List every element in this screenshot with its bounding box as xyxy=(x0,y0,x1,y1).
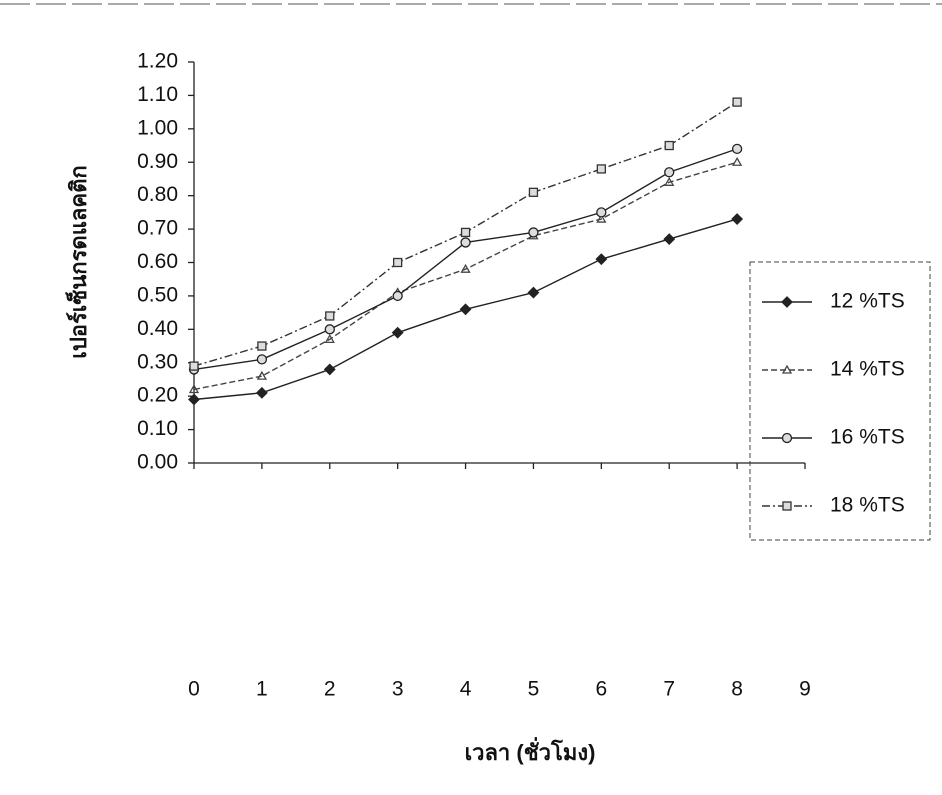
marker xyxy=(461,238,470,247)
y-tick-label: 0.40 xyxy=(137,317,178,340)
x-tick-label: 5 xyxy=(528,678,540,701)
marker xyxy=(665,168,674,177)
marker xyxy=(783,502,791,510)
marker xyxy=(257,388,267,398)
legend-label: 16 %TS xyxy=(830,426,905,449)
legend-label: 12 %TS xyxy=(830,290,905,313)
marker xyxy=(783,434,792,443)
y-tick-label: 0.70 xyxy=(137,217,178,240)
marker xyxy=(258,342,266,350)
marker xyxy=(190,362,198,370)
x-tick-label: 6 xyxy=(595,678,607,701)
x-tick-label: 7 xyxy=(663,678,675,701)
y-tick-label: 1.10 xyxy=(137,83,178,106)
x-tick-label: 1 xyxy=(256,678,268,701)
y-axis-title: เปอร์เซ็นกรดแลคติก xyxy=(64,165,91,358)
marker xyxy=(257,355,266,364)
x-axis-title: เวลา (ชั่วโมง) xyxy=(465,736,596,765)
marker xyxy=(461,304,471,314)
y-tick-label: 0.10 xyxy=(137,417,178,440)
marker xyxy=(393,328,403,338)
legend-label: 18 %TS xyxy=(830,494,905,517)
x-tick-label: 8 xyxy=(731,678,743,701)
x-tick-label: 0 xyxy=(188,678,200,701)
y-tick-label: 1.00 xyxy=(137,116,178,139)
marker xyxy=(664,234,674,244)
marker xyxy=(462,228,470,236)
marker xyxy=(258,372,266,379)
marker xyxy=(393,291,402,300)
marker xyxy=(665,142,673,150)
marker xyxy=(394,259,402,267)
marker xyxy=(325,325,334,334)
x-tick-label: 9 xyxy=(799,678,811,701)
marker xyxy=(733,158,741,165)
series-line xyxy=(194,162,737,389)
y-tick-label: 1.20 xyxy=(137,50,178,73)
y-tick-label: 0.30 xyxy=(137,350,178,373)
y-tick-label: 0.90 xyxy=(137,150,178,173)
y-tick-label: 0.20 xyxy=(137,384,178,407)
marker xyxy=(529,228,538,237)
x-tick-label: 2 xyxy=(324,678,336,701)
y-tick-label: 0.50 xyxy=(137,283,178,306)
marker xyxy=(782,297,792,307)
marker xyxy=(596,254,606,264)
marker xyxy=(732,214,742,224)
x-tick-label: 4 xyxy=(460,678,472,701)
legend-label: 14 %TS xyxy=(830,358,905,381)
chart: เปอร์เซ็นกรดแลคติก เวลา (ชั่วโมง) 0.00 0.… xyxy=(0,0,942,795)
marker xyxy=(325,364,335,374)
series-line xyxy=(194,149,737,370)
marker xyxy=(326,312,334,320)
marker xyxy=(528,288,538,298)
y-tick-label: 0.80 xyxy=(137,183,178,206)
marker xyxy=(597,208,606,217)
marker xyxy=(529,188,537,196)
y-tick-label: 0.00 xyxy=(137,451,178,474)
x-tick-label: 3 xyxy=(392,678,404,701)
y-tick-label: 0.60 xyxy=(137,250,178,273)
marker xyxy=(733,144,742,153)
marker xyxy=(597,165,605,173)
marker xyxy=(733,98,741,106)
